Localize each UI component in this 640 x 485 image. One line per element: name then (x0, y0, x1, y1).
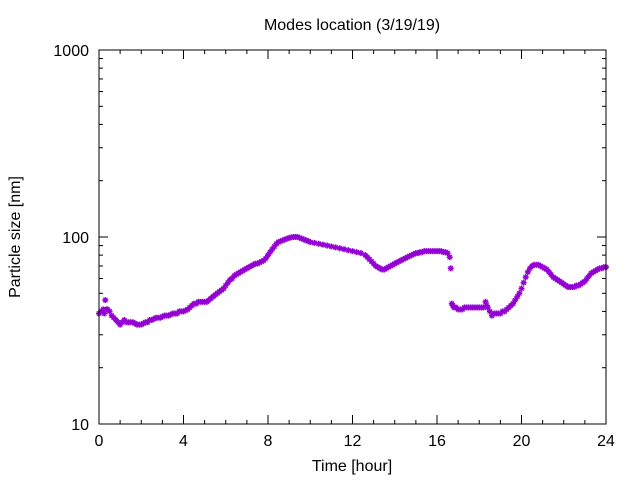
data-point (353, 249, 360, 256)
data-point (332, 244, 339, 251)
chart-title: Modes location (3/19/19) (264, 17, 440, 34)
data-point (349, 248, 356, 255)
data-point (254, 260, 261, 267)
data-point (311, 239, 318, 246)
data-point (520, 279, 527, 286)
data-point (115, 319, 122, 326)
data-point (102, 297, 109, 304)
x-tick-label: 8 (264, 433, 273, 450)
y-axis-label: Particle size [nm] (7, 176, 24, 298)
x-axis-label: Time [hour] (312, 458, 392, 475)
y-tick-label: 100 (62, 230, 89, 247)
data-point (336, 245, 343, 252)
data-point (315, 240, 322, 247)
x-tick-label: 4 (179, 433, 188, 450)
data-point (518, 285, 525, 292)
points-layer (96, 234, 609, 328)
x-tick-label: 16 (428, 433, 446, 450)
data-point (341, 246, 348, 253)
x-tick-label: 24 (597, 433, 615, 450)
data-point (447, 265, 454, 272)
data-point (446, 254, 453, 261)
plot-frame (98, 49, 607, 425)
data-point (319, 241, 326, 248)
data-point (328, 243, 335, 250)
data-point (345, 247, 352, 254)
x-tick-label: 12 (344, 433, 362, 450)
x-tick-label: 20 (513, 433, 531, 450)
data-point (324, 242, 331, 249)
data-point (307, 239, 314, 246)
y-tick-label: 1000 (53, 43, 89, 60)
ticks-layer: 0 4 8 12 16 20 24 10 100 1000 (53, 43, 615, 450)
x-tick-label: 0 (95, 433, 104, 450)
data-point (220, 285, 227, 292)
data-point (516, 290, 523, 297)
data-point (522, 274, 529, 281)
y-tick-label: 10 (71, 417, 89, 434)
